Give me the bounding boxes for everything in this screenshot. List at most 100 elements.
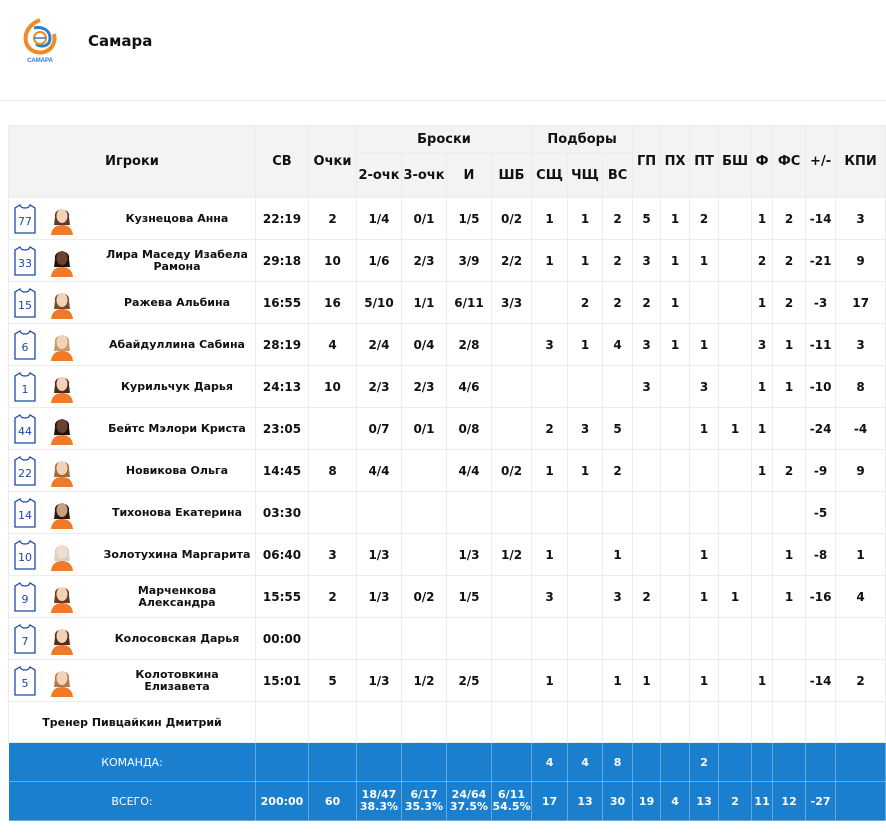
header-all-reb[interactable]: ВС <box>602 152 634 198</box>
team-logo[interactable]: САМАРА <box>20 18 60 64</box>
header-assists[interactable]: ГП <box>632 125 662 198</box>
player-cell[interactable]: 6 Абайдуллина Сабина <box>8 323 256 366</box>
player-photo[interactable] <box>47 539 77 571</box>
stat-turnovers: 1 <box>660 323 691 366</box>
player-name[interactable]: Золотухина Маргарита <box>103 547 251 561</box>
player-cell[interactable]: 15 Ражева Альбина <box>8 281 256 324</box>
stat-off-reb <box>567 533 604 576</box>
stat-2pt: 1/4 <box>356 197 402 240</box>
player-cell[interactable]: 10 Золотухина Маргарита <box>8 533 256 576</box>
player-row[interactable]: 77 Кузнецова Анна 22:19 2 1/4 0/1 1/5 0/2 1 1 2 5 1 2… <box>8 197 886 240</box>
player-photo[interactable] <box>47 371 77 403</box>
jersey-icon: 22 <box>13 456 37 486</box>
stat-steals: 1 <box>689 323 720 366</box>
player-row[interactable]: 10 Золотухина Маргарита 06:40 3 1/3 1/3 1/2 1 1 1… <box>8 533 886 576</box>
player-row[interactable]: 33 Лира Маседу Изабела Рамона 29:18 10 1/6 2/… <box>8 239 886 282</box>
stat-points: 10 <box>308 365 357 408</box>
stat-points: 4 <box>308 323 357 366</box>
header-fouls-drawn[interactable]: ФС <box>772 125 807 198</box>
player-cell[interactable]: 7 Колосовская Дарья <box>8 617 256 660</box>
player-row[interactable]: 44 Бейтс Мэлори Криста 23:05 0/7 0/1 0/8 2 3 5 1 1… <box>8 407 886 450</box>
stat-all-reb <box>602 617 634 660</box>
player-name[interactable]: Колосовская Дарья <box>114 631 240 645</box>
player-name[interactable]: Тихонова Екатерина <box>111 505 243 519</box>
player-cell[interactable]: 22 Новикова Ольга <box>8 449 256 492</box>
header-time[interactable]: СВ <box>255 125 309 198</box>
stat-plus-minus: -5 <box>805 491 837 534</box>
player-photo[interactable] <box>47 203 77 235</box>
stat-plus-minus: -3 <box>805 281 837 324</box>
player-photo[interactable] <box>47 497 77 529</box>
header-plus-minus[interactable]: +/- <box>805 125 837 198</box>
stat-fouls-drawn <box>772 617 807 660</box>
player-cell[interactable]: 77 Кузнецова Анна <box>8 197 256 240</box>
player-row[interactable]: 15 Ражева Альбина 16:55 16 5/10 1/1 6/11 3/3 2 2 2… <box>8 281 886 324</box>
header-def-reb[interactable]: СЩ <box>531 152 569 198</box>
stat-total-shots <box>446 491 492 534</box>
stat-2pt: 0/7 <box>356 407 402 450</box>
player-row[interactable]: 14 Тихонова Екатерина 03:30 -5 <box>8 491 886 534</box>
header-efficiency[interactable]: КПИ <box>835 125 886 198</box>
stat-fouls <box>751 617 774 660</box>
player-name[interactable]: Бейтс Мэлори Криста <box>108 421 246 435</box>
stat-steals: 1 <box>689 533 720 576</box>
header-turnovers[interactable]: ПХ <box>660 125 691 198</box>
player-row[interactable]: 5 Колотовкина Елизавета 15:01 5 1/3 1/2 2/5 1 1 1… <box>8 659 886 702</box>
stat-efficiency: 3 <box>835 197 886 240</box>
player-cell[interactable]: 14 Тихонова Екатерина <box>8 491 256 534</box>
player-photo[interactable] <box>47 581 77 613</box>
jersey-icon: 1 <box>13 372 37 402</box>
player-photo[interactable] <box>47 287 77 319</box>
player-row[interactable]: 22 Новикова Ольга 14:45 8 4/4 4/4 0/2 1 1 2 1 2 -9 9 <box>8 449 886 492</box>
player-cell[interactable]: 1 Курильчук Дарья <box>8 365 256 408</box>
player-photo[interactable] <box>47 413 77 445</box>
stat-free-throws <box>490 365 533 408</box>
header-points[interactable]: Очки <box>308 125 357 198</box>
stat-def-reb: 3 <box>531 323 569 366</box>
stat-total-shots: 2/5 <box>446 659 492 702</box>
header-blocks[interactable]: БШ <box>718 125 753 198</box>
player-name[interactable]: Колотовкина Елизавета <box>135 667 219 693</box>
header-off-reb[interactable]: ЧЩ <box>567 152 604 198</box>
player-row[interactable]: 7 Колосовская Дарья 00:00 <box>8 617 886 660</box>
jersey-icon: 5 <box>13 666 37 696</box>
stat-off-reb <box>567 659 604 702</box>
player-name[interactable]: Кузнецова Анна <box>125 211 229 225</box>
player-photo[interactable] <box>47 665 77 697</box>
player-row[interactable]: 1 Курильчук Дарья 24:13 10 2/3 2/3 4/6 3 3 1 1 -10 8 <box>8 365 886 408</box>
stat-3pt: 0/1 <box>401 407 447 450</box>
stat-free-throws: 0/2 <box>490 449 533 492</box>
player-photo[interactable] <box>47 623 77 655</box>
jersey-number: 14 <box>18 509 32 522</box>
player-photo[interactable] <box>47 245 77 277</box>
player-cell[interactable]: 44 Бейтс Мэлори Криста <box>8 407 256 450</box>
header-2pt[interactable]: 2-очк <box>356 152 402 198</box>
header-3pt[interactable]: 3-очк <box>401 152 447 198</box>
player-cell[interactable]: 5 Колотовкина Елизавета <box>8 659 256 702</box>
player-name[interactable]: Ражева Альбина <box>123 295 231 309</box>
stat-blocks <box>718 617 753 660</box>
header-total-shots[interactable]: И <box>446 152 492 198</box>
player-cell[interactable]: 33 Лира Маседу Изабела Рамона <box>8 239 256 282</box>
player-row[interactable]: 6 Абайдуллина Сабина 28:19 4 2/4 0/4 2/8 3 1 4 3 1 1… <box>8 323 886 366</box>
player-photo[interactable] <box>47 329 77 361</box>
player-name[interactable]: Новикова Ольга <box>125 463 229 477</box>
header-fouls[interactable]: Ф <box>751 125 774 198</box>
stat-turnovers: 1 <box>660 281 691 324</box>
header-steals[interactable]: ПТ <box>689 125 720 198</box>
stat-steals: 2 <box>689 197 720 240</box>
total-row-label: ВСЕГО: <box>8 781 256 821</box>
player-name[interactable]: Лира Маседу Изабела Рамона <box>106 247 248 273</box>
player-name[interactable]: Абайдуллина Сабина <box>109 337 245 351</box>
total-fouls-drawn: 12 <box>772 781 807 821</box>
player-row[interactable]: 9 Марченкова Александра 15:55 2 1/3 0/2 1/5 3 3 2… <box>8 575 886 618</box>
coach-row: Тренер Пивцайкин Дмитрий <box>8 701 886 743</box>
coach-name[interactable]: Тренер Пивцайкин Дмитрий <box>8 701 256 743</box>
team-name[interactable]: Самара <box>88 32 153 50</box>
player-name[interactable]: Курильчук Дарья <box>121 379 233 393</box>
stat-all-reb: 2 <box>602 197 634 240</box>
player-photo[interactable] <box>47 455 77 487</box>
header-free-throws[interactable]: ШБ <box>490 152 533 198</box>
player-cell[interactable]: 9 Марченкова Александра <box>8 575 256 618</box>
player-name[interactable]: Марченкова Александра <box>137 583 217 609</box>
